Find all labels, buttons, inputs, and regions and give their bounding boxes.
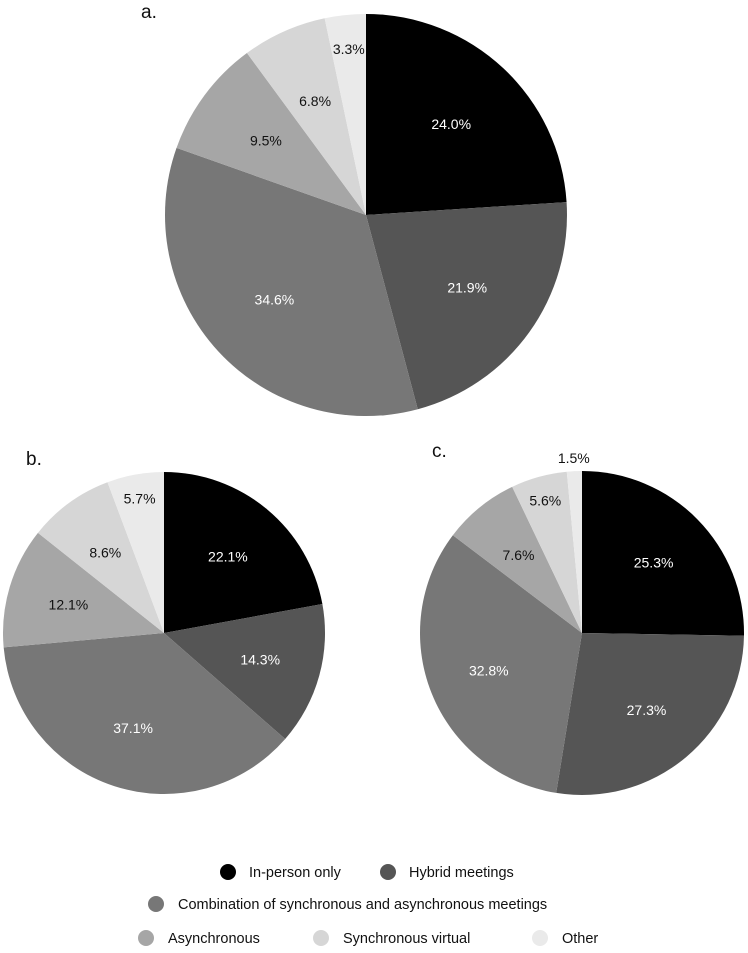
slice-c-in-person-only [582, 470, 745, 636]
slice-c-combination-of-synchronous-and-asynchronous-meetings [420, 535, 582, 793]
legend-swatch-other [532, 930, 548, 946]
slice-label-b-combination-of-synchronous-and-asynchronous-meetings: 37.1% [113, 720, 153, 736]
legend-label-other: Other [562, 931, 598, 947]
legend-item-other: Other [532, 930, 598, 947]
slice-label-c-combination-of-synchronous-and-asynchronous-meetings: 32.8% [469, 662, 509, 678]
slice-label-a-combination-of-synchronous-and-asynchronous-meetings: 34.6% [255, 292, 295, 308]
slice-label-c-other: 1.5% [558, 450, 590, 466]
legend-label-in-person-only: In-person only [249, 865, 342, 881]
slice-label-b-other: 5.7% [124, 490, 156, 506]
slice-label-c-asynchronous: 7.6% [503, 547, 535, 563]
slice-a-combination-of-synchronous-and-asynchronous-meetings [164, 147, 418, 417]
legend-swatch-hybrid-meetings [380, 864, 396, 880]
slice-label-a-synchronous-virtual: 6.8% [299, 93, 331, 109]
slice-b-asynchronous [3, 532, 165, 648]
panel-label-b: b. [26, 449, 42, 470]
pie-chart-c: 25.3% 27.3% 32.8% 7.6% 5.6% 1.5% [420, 450, 745, 796]
pie-chart-b: 22.1% 14.3% 37.1% 12.1% 8.6% 5.7% [3, 472, 326, 794]
legend-label-asynchronous: Asynchronous [168, 931, 260, 947]
panel-label-c: c. [432, 441, 447, 462]
slice-b-other [107, 472, 164, 633]
legend-label-synchronous-virtual: Synchronous virtual [343, 931, 470, 947]
legend-item-hybrid-meetings: Hybrid meetings [380, 864, 514, 881]
slice-label-c-in-person-only: 25.3% [634, 555, 674, 571]
slice-label-a-in-person-only: 24.0% [431, 116, 471, 132]
slice-b-synchronous-virtual [37, 482, 164, 633]
slice-label-a-asynchronous: 9.5% [250, 133, 282, 149]
slice-label-a-hybrid-meetings: 21.9% [447, 280, 487, 296]
slice-a-synchronous-virtual [246, 18, 366, 215]
panel-label-a: a. [141, 2, 157, 23]
pie-chart-a: 24.0% 21.9% 34.6% 9.5% 6.8% 3.3% [164, 14, 567, 417]
slice-b-in-person-only [164, 472, 323, 633]
slice-a-hybrid-meetings [366, 202, 567, 410]
legend-item-synchronous-virtual: Synchronous virtual [313, 930, 470, 947]
slice-a-in-person-only [366, 14, 567, 215]
slice-c-hybrid-meetings [556, 633, 744, 796]
legend-swatch-in-person-only [220, 864, 236, 880]
slice-label-b-synchronous-virtual: 8.6% [89, 544, 121, 560]
slice-c-other [566, 471, 582, 633]
legend-label-combination: Combination of synchronous and asynchron… [178, 897, 547, 913]
slice-label-c-synchronous-virtual: 5.6% [529, 492, 561, 508]
legend-label-hybrid-meetings: Hybrid meetings [409, 865, 514, 881]
legend-item-in-person-only: In-person only [220, 864, 342, 881]
slice-b-hybrid-meetings [164, 604, 326, 739]
slice-a-other [324, 14, 366, 215]
slice-c-asynchronous [452, 486, 582, 633]
slice-label-a-other: 3.3% [333, 41, 365, 57]
slice-b-combination-of-synchronous-and-asynchronous-meetings [3, 633, 286, 794]
legend-item-asynchronous: Asynchronous [138, 930, 260, 947]
slice-label-b-asynchronous: 12.1% [49, 596, 89, 612]
slice-c-synchronous-virtual [512, 471, 582, 633]
legend-swatch-combination [148, 896, 164, 912]
slice-label-b-in-person-only: 22.1% [208, 548, 248, 564]
slice-a-asynchronous [176, 53, 366, 216]
slice-label-b-hybrid-meetings: 14.3% [240, 652, 280, 668]
legend-item-combination: Combination of synchronous and asynchron… [148, 896, 547, 913]
legend-swatch-synchronous-virtual [313, 930, 329, 946]
legend-swatch-asynchronous [138, 930, 154, 946]
slice-label-c-hybrid-meetings: 27.3% [627, 702, 667, 718]
legend: In-person only Hybrid meetings Combinati… [138, 864, 598, 947]
